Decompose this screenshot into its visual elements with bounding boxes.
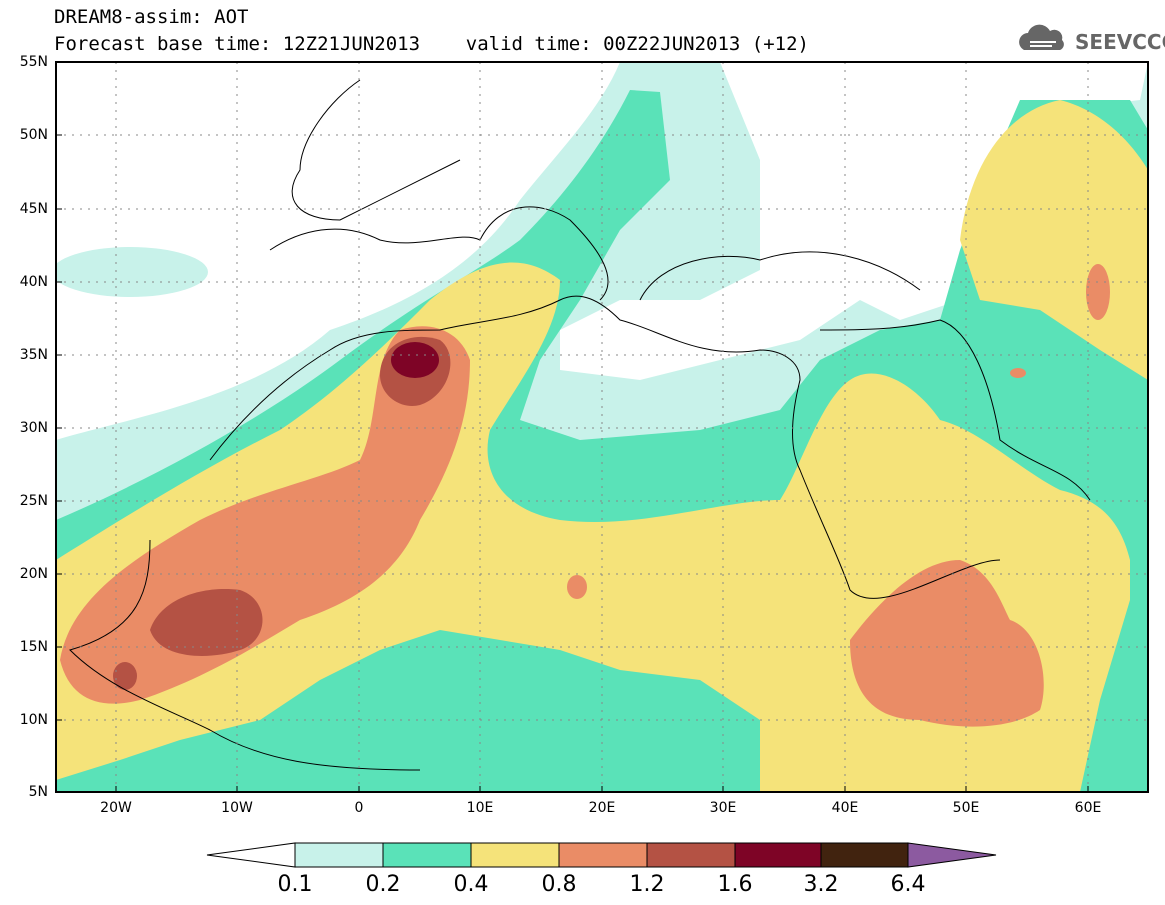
colorbar-under-arrow bbox=[206, 842, 296, 868]
colorbar-label: 0.2 bbox=[365, 872, 401, 897]
lat-label: 45N bbox=[19, 201, 48, 217]
colorbar-swatch bbox=[470, 842, 560, 868]
colorbar-swatch bbox=[734, 842, 822, 868]
lat-label: 15N bbox=[19, 639, 48, 655]
colorbar-swatch bbox=[294, 842, 384, 868]
map-title: DREAM8-assim: AOT bbox=[54, 6, 249, 28]
lon-label: 60E bbox=[1074, 800, 1102, 816]
colorbar-swatch bbox=[382, 842, 472, 868]
lon-label: 50E bbox=[952, 800, 980, 816]
colorbar-swatch bbox=[558, 842, 648, 868]
lat-label: 35N bbox=[19, 347, 48, 363]
lon-label: 40E bbox=[831, 800, 859, 816]
colorbar-label: 1.2 bbox=[629, 872, 665, 897]
lon-label: 20W bbox=[100, 800, 132, 816]
lat-lon-grid bbox=[56, 62, 1148, 792]
colorbar-over-arrow bbox=[907, 842, 997, 868]
lon-label: 20E bbox=[588, 800, 616, 816]
colorbar-label: 3.2 bbox=[803, 872, 839, 897]
colorbar-label: 0.1 bbox=[277, 872, 313, 897]
aot-level-1-6 bbox=[391, 342, 439, 378]
logo-text: SEEVCCC bbox=[1075, 30, 1165, 54]
colorbar-swatch bbox=[820, 842, 909, 868]
lon-label: 0 bbox=[354, 800, 364, 816]
colorbar-label: 1.6 bbox=[717, 872, 753, 897]
colorbar-label: 0.8 bbox=[541, 872, 577, 897]
colorbar-label: 0.4 bbox=[453, 872, 489, 897]
colorbar-swatch bbox=[646, 842, 736, 868]
lon-label: 30E bbox=[709, 800, 737, 816]
lat-label: 10N bbox=[19, 712, 48, 728]
lat-label: 5N bbox=[28, 784, 48, 800]
colorbar bbox=[206, 842, 997, 868]
lat-label: 40N bbox=[19, 274, 48, 290]
aot-level-0-8 bbox=[60, 264, 1110, 727]
lat-label: 25N bbox=[19, 493, 48, 509]
lat-label: 50N bbox=[19, 127, 48, 143]
lat-label: 55N bbox=[19, 54, 48, 70]
lat-label: 20N bbox=[19, 566, 48, 582]
lon-label: 10E bbox=[466, 800, 494, 816]
colorbar-label: 6.4 bbox=[890, 872, 926, 897]
lon-label: 10W bbox=[221, 800, 253, 816]
forecast-time-line: Forecast base time: 12Z21JUN2013 valid t… bbox=[54, 33, 809, 55]
cloud-logo-icon bbox=[1019, 24, 1064, 50]
lat-label: 30N bbox=[19, 420, 48, 436]
axis-ticks bbox=[56, 134, 1089, 792]
